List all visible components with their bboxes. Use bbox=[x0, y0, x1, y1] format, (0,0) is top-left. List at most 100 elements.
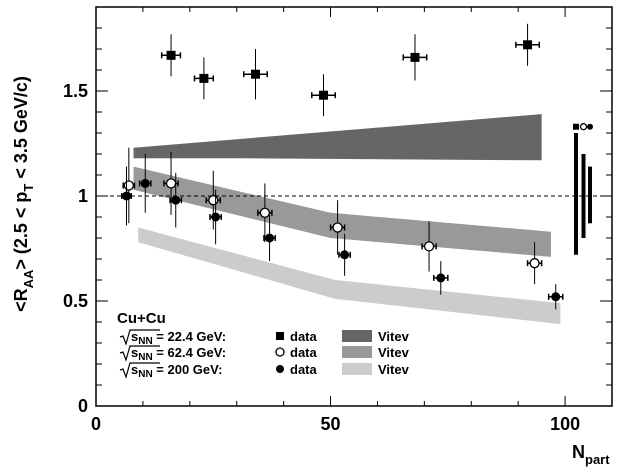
legend-marker-open-circle bbox=[275, 347, 285, 357]
data-marker-filled-circle bbox=[211, 212, 221, 222]
data-marker-open-circle bbox=[529, 258, 540, 269]
sqrt-s-sub: NN bbox=[138, 352, 152, 363]
x-tick-label: 50 bbox=[321, 414, 341, 434]
data-points-layer bbox=[121, 23, 564, 310]
data-marker-square bbox=[319, 90, 329, 100]
systematic-uncertainty-bars bbox=[573, 123, 593, 255]
data-point bbox=[257, 183, 273, 243]
data-point bbox=[122, 147, 136, 224]
data-marker-open-circle bbox=[259, 207, 271, 218]
data-marker-filled-circle bbox=[171, 195, 181, 205]
legend-row: sNN = 62.4 GeV: data Vitev bbox=[119, 345, 410, 363]
y-tick-label: 0 bbox=[78, 396, 88, 416]
y-axis-title-main: <R bbox=[11, 288, 31, 312]
legend-energy-label: sNN = 200 GeV: bbox=[131, 362, 222, 380]
data-marker-square bbox=[250, 69, 260, 79]
legend-band-label: Vitev bbox=[378, 345, 410, 360]
legend-band-swatch bbox=[342, 346, 372, 358]
data-point bbox=[311, 74, 336, 117]
sqrt-sign bbox=[119, 329, 160, 346]
data-marker-filled-circle bbox=[140, 178, 150, 188]
legend-energy-label: sNN = 22.4 GeV: bbox=[131, 329, 226, 347]
sqrt-s-sub: NN bbox=[138, 336, 152, 347]
data-point bbox=[209, 189, 222, 245]
systematic-bar bbox=[581, 154, 586, 238]
systematic-bar bbox=[574, 133, 578, 255]
plot-frame bbox=[95, 6, 613, 407]
data-marker-filled-circle bbox=[551, 292, 561, 302]
axis-ticks: 0 50 100 0 0.5 1 1.5 bbox=[63, 6, 613, 434]
vitev-band-2 bbox=[138, 227, 561, 325]
data-point bbox=[402, 34, 428, 81]
y-axis-title: <RAA> (2.5 < pT < 3.5 GeV/c) bbox=[11, 76, 36, 312]
x-tick-label: 100 bbox=[550, 414, 580, 434]
legend-band-swatch bbox=[342, 363, 372, 375]
data-point bbox=[138, 154, 152, 213]
legend-heading: Cu+Cu bbox=[117, 310, 166, 327]
data-point bbox=[160, 34, 182, 77]
y-axis-title-end: < 3.5 GeV/c) bbox=[11, 76, 31, 184]
data-point bbox=[243, 49, 268, 100]
data-marker-open-circle bbox=[208, 195, 219, 206]
data-point bbox=[329, 200, 346, 255]
y-tick-label: 0.5 bbox=[63, 291, 88, 311]
data-point bbox=[432, 261, 449, 295]
sqrt-s-sub: NN bbox=[138, 369, 152, 380]
y-tick-label: 1 bbox=[78, 186, 88, 206]
data-marker-open-circle bbox=[423, 241, 435, 252]
y-tick-label: 1.5 bbox=[63, 81, 88, 101]
energy-value: = 22.4 GeV: bbox=[153, 329, 226, 344]
legend-band-label: Vitev bbox=[378, 362, 410, 377]
data-point bbox=[515, 23, 541, 66]
energy-value: = 62.4 GeV: bbox=[153, 345, 226, 360]
vitev-band-0 bbox=[133, 114, 542, 161]
bands-layer bbox=[133, 114, 561, 325]
sqrt-s: s bbox=[131, 362, 138, 377]
legend-energy-label: sNN = 62.4 GeV: bbox=[131, 345, 226, 363]
sqrt-s: s bbox=[131, 329, 138, 344]
legend-band-label: Vitev bbox=[378, 329, 410, 344]
data-point bbox=[421, 221, 437, 272]
data-marker-open-circle bbox=[332, 222, 343, 233]
data-point bbox=[526, 242, 543, 285]
systematic-bar-marker-square bbox=[573, 123, 579, 130]
data-marker-square bbox=[410, 52, 420, 62]
x-axis-title-sub: part bbox=[585, 452, 610, 467]
data-point bbox=[169, 172, 183, 228]
legend-row: sNN = 200 GeV: data Vitev bbox=[119, 362, 410, 380]
systematic-bar bbox=[588, 166, 592, 224]
legend-data-label: data bbox=[290, 362, 318, 377]
data-marker-square bbox=[523, 40, 533, 50]
data-point bbox=[121, 166, 132, 226]
data-marker-filled-circle bbox=[265, 233, 275, 243]
data-marker-filled-circle bbox=[340, 250, 350, 260]
systematic-bar-marker-filled-circle bbox=[587, 123, 593, 130]
data-marker-open-circle bbox=[165, 178, 177, 189]
energy-value: = 200 GeV: bbox=[153, 362, 223, 377]
data-point bbox=[263, 214, 276, 262]
legend-marker-square bbox=[276, 332, 284, 340]
systematic-bar-marker-open-circle bbox=[579, 123, 588, 131]
data-point bbox=[338, 233, 351, 276]
vitev-band-1 bbox=[133, 166, 552, 257]
data-point bbox=[193, 57, 215, 100]
sqrt-sign bbox=[119, 362, 160, 379]
data-marker-square bbox=[199, 73, 209, 83]
legend-row: sNN = 22.4 GeV: data Vitev bbox=[119, 329, 410, 347]
data-marker-square bbox=[166, 50, 176, 60]
data-point bbox=[547, 284, 564, 310]
data-marker-filled-circle bbox=[436, 273, 446, 283]
y-axis-title-middle: > (2.5 < p bbox=[11, 192, 31, 270]
x-axis-title-main: N bbox=[572, 442, 585, 462]
legend-data-label: data bbox=[290, 345, 318, 360]
legend-marker-filled-circle bbox=[276, 365, 284, 373]
x-tick-label: 0 bbox=[91, 414, 101, 434]
sqrt-sign bbox=[119, 345, 160, 362]
x-axis-title: Npart bbox=[572, 442, 610, 467]
sqrt-s: s bbox=[131, 345, 138, 360]
legend-band-swatch bbox=[342, 330, 372, 342]
y-axis-title-sub-t: T bbox=[21, 184, 36, 192]
data-marker-open-circle bbox=[123, 180, 134, 191]
